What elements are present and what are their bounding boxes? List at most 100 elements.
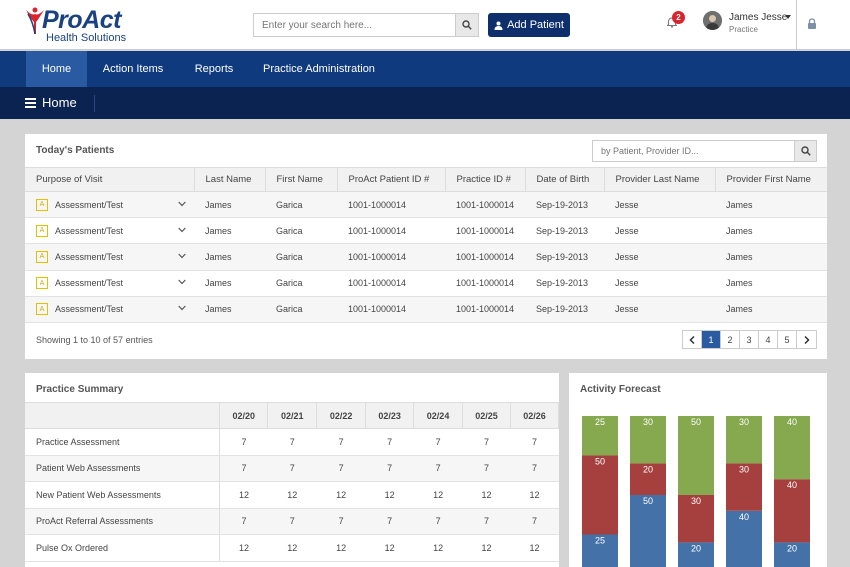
table-cell: 1001-1000014 [445,191,525,219]
pagination-prev-button[interactable] [683,331,702,348]
assessment-icon: A [36,224,48,237]
assessment-icon: A [36,303,48,316]
summary-value: 7 [316,428,366,456]
purpose-cell[interactable]: A Assessment/Test [25,217,194,245]
table-row[interactable]: A Assessment/Test James Garica 1001-1000014 1… [25,217,827,245]
nav-item-home[interactable]: Home [26,51,87,87]
pagination-page[interactable]: 1 [702,331,721,348]
column-header[interactable]: ProAct Patient ID # [337,167,446,192]
table-row[interactable]: A Assessment/Test James Garica 1001-1000014 1… [25,191,827,219]
bar-segment-blue[interactable] [678,542,714,567]
user-plus-icon [494,21,503,30]
purpose-cell[interactable]: A Assessment/Test [25,191,194,219]
summary-value: 7 [510,428,559,456]
table-cell: James [194,191,265,219]
bar-segment-green[interactable] [630,416,666,464]
purpose-cell[interactable]: A Assessment/Test [25,270,194,297]
chevron-down-icon[interactable] [178,279,186,285]
pagination-next-button[interactable] [797,331,816,348]
summary-value: 12 [365,481,414,509]
table-cell: 1001-1000014 [445,243,525,271]
bar-segment-red[interactable] [582,455,618,535]
practice-summary-panel: Practice Summary 02/20 02/21 02/22 02/23… [25,373,559,567]
table-cell: 1001-1000014 [337,191,445,219]
table-cell: Garica [265,191,337,219]
bar-segment-blue[interactable] [630,495,666,567]
nav-item-action-items[interactable]: Action Items [102,63,164,75]
column-header[interactable]: Purpose of Visit [25,167,195,192]
table-cell: Sep-19-2013 [525,217,604,245]
add-patient-button[interactable]: Add Patient [488,13,570,37]
table-row[interactable]: A Assessment/Test James Garica 1001-1000014 1… [25,270,827,297]
table-row[interactable]: A Assessment/Test James Garica 1001-1000014 1… [25,243,827,271]
bar-segment-red[interactable] [678,495,714,543]
main-nav: Home Action Items Reports Practice Admin… [0,51,850,87]
table-cell: Sep-19-2013 [525,243,604,271]
pagination-page[interactable]: 5 [778,331,797,348]
bar-segment-blue[interactable] [726,510,762,567]
bar-segment-red[interactable] [630,463,666,495]
nav-item-practice-administration[interactable]: Practice Administration [263,63,375,75]
user-role: Practice [729,25,758,34]
bar-data-label: 25 [595,536,605,546]
assessment-icon: A [36,277,48,290]
table-cell: James [194,296,265,323]
summary-value: 7 [510,455,559,482]
bar-segment-red[interactable] [774,479,810,543]
chevron-down-icon[interactable] [178,305,186,311]
table-cell: Garica [265,243,337,271]
table-cell: 1001-1000014 [337,217,445,245]
column-header[interactable]: First Name [265,167,338,192]
purpose-label: Assessment/Test [55,199,124,210]
bar-segment-green[interactable] [582,416,618,456]
date-column-header: 02/22 [316,402,367,429]
bar-segment-green[interactable] [678,416,714,495]
table-cell: Jesse [604,270,715,297]
user-name[interactable]: James Jesse [729,12,788,23]
user-menu-chevron-down-icon[interactable] [785,15,791,19]
proact-logo[interactable]: ProAct Health Solutions [24,6,134,46]
column-header[interactable]: Last Name [194,167,266,192]
chevron-down-icon[interactable] [178,201,186,207]
purpose-of-visit: A Assessment/Test [36,198,194,211]
bar-segment-red[interactable] [726,463,762,511]
bar-data-label: 40 [739,512,749,522]
column-header[interactable]: Provider Last Name [604,167,716,192]
summary-value: 7 [219,428,268,456]
column-header[interactable]: Practice ID # [445,167,526,192]
chevron-down-icon[interactable] [178,227,186,233]
summary-value: 7 [219,455,268,482]
pagination-page[interactable]: 2 [721,331,740,348]
purpose-cell[interactable]: A Assessment/Test [25,296,194,323]
bar-segment-green[interactable] [774,416,810,480]
pagination-page[interactable]: 4 [759,331,778,348]
table-row: Pulse Ox Ordered 12 12 12 12 12 12 12 [25,534,559,562]
chevron-down-icon[interactable] [178,253,186,259]
add-patient-label: Add Patient [507,19,564,31]
hamburger-menu-icon[interactable] [25,98,36,110]
global-search-button[interactable] [455,14,478,36]
table-cell: James [715,296,827,323]
summary-value: 7 [462,508,511,535]
avatar[interactable] [703,11,722,30]
purpose-cell[interactable]: A Assessment/Test [25,243,194,271]
summary-value: 7 [365,455,414,482]
lock-icon[interactable] [807,18,817,30]
column-header[interactable]: Provider First Name [715,167,827,192]
nav-item-reports[interactable]: Reports [194,63,234,75]
global-search-input[interactable] [254,14,454,36]
purpose-label: Assessment/Test [55,251,124,262]
summary-value: 7 [316,508,366,535]
pagination-page[interactable]: 3 [740,331,759,348]
table-cell: James [194,217,265,245]
summary-value: 12 [316,481,366,509]
column-header[interactable]: Date of Birth [525,167,605,192]
bar-segment-green[interactable] [726,416,762,464]
patients-search-button[interactable] [794,141,816,161]
bar-segment-blue[interactable] [582,534,618,567]
todays-patients-panel: Today's Patients Purpose of Visit Last N… [25,134,827,359]
table-cell: James [715,191,827,219]
patients-search-input[interactable] [593,141,793,161]
table-row[interactable]: A Assessment/Test James Garica 1001-1000014 1… [25,296,827,323]
bar-segment-blue[interactable] [774,542,810,567]
